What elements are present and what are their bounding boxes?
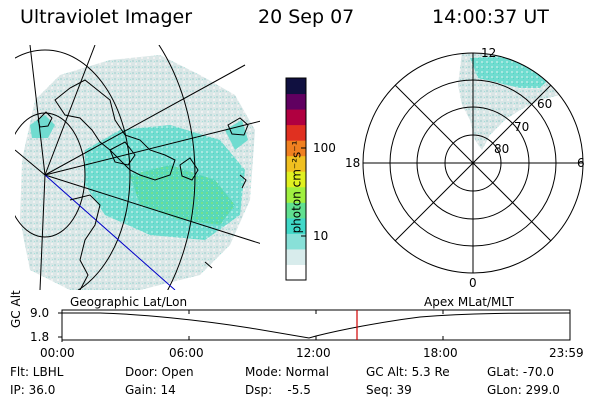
altitude-xtick-2359: 23:59 <box>549 346 584 360</box>
altitude-curve <box>62 312 571 339</box>
colorbar-segment <box>286 217 306 234</box>
altitude-ylabel: GC Alt <box>9 290 23 328</box>
lat-label-60: 60 <box>537 97 553 111</box>
mlt-label-12: 12 <box>481 46 497 60</box>
polar-plot <box>362 52 584 274</box>
info-glat: GLat: -70.0 <box>487 365 554 379</box>
mlt-label-18: 18 <box>345 156 361 170</box>
coastline-edge <box>204 174 247 269</box>
colorbar-segment <box>286 155 306 172</box>
info-mode: Mode: Normal <box>245 365 329 379</box>
observation-date: 20 Sep 07 <box>258 6 355 28</box>
colorbar-segment <box>286 202 306 219</box>
colorbar-segment <box>286 171 306 188</box>
colorbar-segment <box>286 140 306 157</box>
observation-time: 14:00:37 UT <box>432 6 549 28</box>
colorbar-label: photon cm⁻²s⁻¹ <box>289 140 304 234</box>
altitude-plot <box>58 309 571 342</box>
altitude-xtick-0000: 00:00 <box>40 346 75 360</box>
colorbar-segment <box>286 93 306 110</box>
info-glon: GLon: 299.0 <box>487 383 560 397</box>
info-filter: Flt: LBHL <box>10 365 64 379</box>
altitude-ytick-9: 9.0 <box>30 306 50 320</box>
coastline-canada <box>69 194 101 290</box>
instrument-title: Ultraviolet Imager <box>20 6 193 28</box>
coastline-islands <box>37 111 199 181</box>
colorbar-segment <box>286 248 306 265</box>
colorbar <box>285 77 307 281</box>
lat-label-80: 80 <box>494 142 510 156</box>
info-ip: IP: 36.0 <box>10 383 56 397</box>
colorbar-segment <box>286 233 306 250</box>
colorbar-tick-10: 10 <box>313 229 329 243</box>
info-gc-alt: GC Alt: 5.3 Re <box>366 365 450 379</box>
altitude-xtick-1200: 12:00 <box>296 346 331 360</box>
altitude-ytick-1-8: 1.8 <box>30 330 50 344</box>
coastline-greenland <box>54 79 176 181</box>
colorbar-segment <box>286 124 306 141</box>
info-door: Door: Open <box>125 365 194 379</box>
geographic-map <box>15 45 260 290</box>
colorbar-tick-100: 100 <box>313 141 336 155</box>
colorbar-segment <box>286 109 306 126</box>
info-dsp: Dsp: -5.5 <box>245 383 311 397</box>
altitude-xtick-0600: 06:00 <box>169 346 204 360</box>
mlt-label-0: 0 <box>469 276 477 290</box>
colorbar-segment <box>286 78 306 95</box>
info-gain: Gain: 14 <box>125 383 176 397</box>
polar-plot-title: Apex MLat/MLT <box>424 295 514 309</box>
geo-map-title: Geographic Lat/Lon <box>70 295 188 309</box>
aurora-patch-right <box>225 120 248 150</box>
colorbar-segment <box>286 264 306 281</box>
colorbar-border <box>285 77 307 281</box>
coastline-iceland <box>227 117 249 136</box>
altitude-xtick-1800: 18:00 <box>423 346 458 360</box>
lat-label-70: 70 <box>514 120 530 134</box>
mlt-label-6: 6 <box>577 156 585 170</box>
info-seq: Seq: 39 <box>366 383 412 397</box>
colorbar-segment <box>286 186 306 203</box>
